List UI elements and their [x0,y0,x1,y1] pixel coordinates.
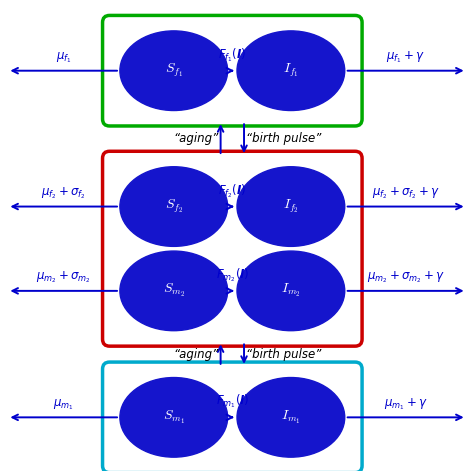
Ellipse shape [120,251,228,331]
Text: $S_{m_1}$: $S_{m_1}$ [163,409,185,426]
Text: $S_{m_2}$: $S_{m_2}$ [163,283,185,300]
Text: $F_{m_1}(\boldsymbol{I})$: $F_{m_1}(\boldsymbol{I})$ [216,393,249,410]
Text: $I_{f_2}$: $I_{f_2}$ [283,198,299,215]
Text: $F_{f_2}(\boldsymbol{I})$: $F_{f_2}(\boldsymbol{I})$ [218,182,246,200]
Text: $\mu_{m_1} + \gamma$: $\mu_{m_1} + \gamma$ [384,396,428,412]
Ellipse shape [237,377,345,457]
Ellipse shape [120,31,228,110]
Ellipse shape [237,167,345,246]
Ellipse shape [120,167,228,246]
Text: $\mu_{m_1}$: $\mu_{m_1}$ [53,397,74,412]
Text: $F_{m_2}(\boldsymbol{I})$: $F_{m_2}(\boldsymbol{I})$ [216,266,249,284]
Text: $I_{f_1}$: $I_{f_1}$ [283,62,299,79]
Ellipse shape [237,251,345,331]
Text: $\mu_{m_2} + \sigma_{m_2}$: $\mu_{m_2} + \sigma_{m_2}$ [36,270,91,285]
Text: $\mu_{f_1}$: $\mu_{f_1}$ [56,51,72,65]
Text: $\mu_{f_1} + \gamma$: $\mu_{f_1} + \gamma$ [386,49,425,65]
Text: “birth pulse”: “birth pulse” [246,132,322,145]
Text: $\mu_{f_2} + \sigma_{f_2}$: $\mu_{f_2} + \sigma_{f_2}$ [41,185,86,201]
Text: $I_{m_1}$: $I_{m_1}$ [281,409,301,426]
Text: $\mu_{f_2} + \sigma_{f_2} + \gamma$: $\mu_{f_2} + \sigma_{f_2} + \gamma$ [372,185,439,201]
Text: $\mu_{m_2} + \sigma_{m_2} + \gamma$: $\mu_{m_2} + \sigma_{m_2} + \gamma$ [367,270,445,285]
Text: “aging”: “aging” [173,132,218,145]
Text: $F_{f_1}(\boldsymbol{I})$: $F_{f_1}(\boldsymbol{I})$ [218,46,246,64]
Text: “birth pulse”: “birth pulse” [246,347,322,361]
Ellipse shape [120,377,228,457]
Text: $I_{m_2}$: $I_{m_2}$ [281,283,301,300]
Text: “aging”: “aging” [173,347,218,361]
Text: $S_{f_1}$: $S_{f_1}$ [164,62,183,79]
Ellipse shape [237,31,345,110]
Text: $S_{f_2}$: $S_{f_2}$ [164,198,183,215]
